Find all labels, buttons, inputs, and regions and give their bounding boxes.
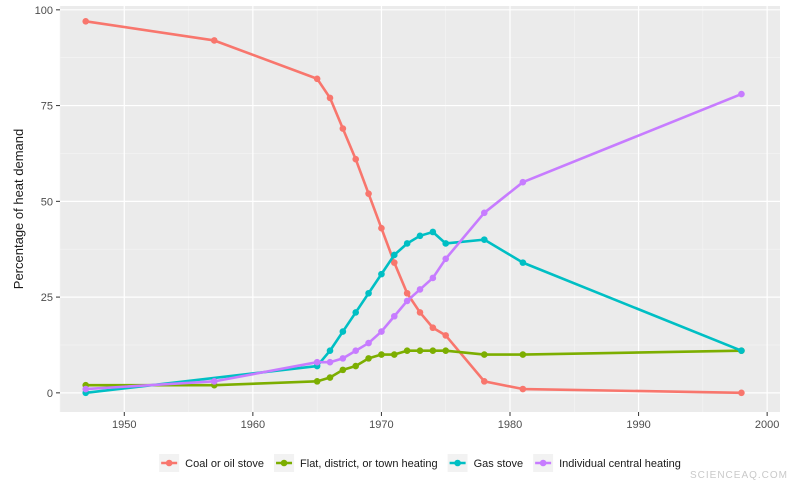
data-point-coal-or-oil-stove (210, 37, 218, 44)
data-point-individual-central-heating (210, 378, 218, 385)
series-line-coal-or-oil-stove (84, 20, 743, 395)
data-point-flat-district-or-town-heating (390, 351, 398, 358)
y-tick-label: 75 (41, 101, 53, 113)
plot-panel (60, 6, 780, 412)
legend-key-point (539, 459, 547, 467)
data-point-gas-stove (738, 347, 745, 355)
data-point-individual-central-heating (378, 328, 385, 335)
data-point-flat-district-or-town-heating (519, 351, 527, 358)
data-point-coal-or-oil-stove (416, 309, 424, 316)
data-point-individual-central-heating (365, 339, 372, 347)
data-point-individual-central-heating (403, 297, 411, 305)
data-point-flat-district-or-town-heating (352, 362, 360, 370)
data-point-coal-or-oil-stove (480, 378, 488, 385)
x-tick-label: 1950 (112, 419, 136, 431)
data-point-flat-district-or-town-heating (365, 355, 372, 362)
series-line-flat-district-or-town-heating (84, 349, 743, 387)
legend-key-point (454, 459, 461, 467)
y-tick-label: 100 (35, 5, 53, 17)
legend-item-flat-district-or-town-heating: Flat, district, or town heating (274, 454, 438, 472)
data-point-individual-central-heating (352, 347, 360, 355)
data-point-flat-district-or-town-heating (416, 347, 424, 355)
data-point-coal-or-oil-stove (442, 332, 450, 339)
y-axis-title: Percentage of heat demand (11, 129, 26, 289)
data-point-gas-stove (378, 270, 385, 278)
axes: 1950 1960 1970 1980 1990 2000 0 25 50 75 100 (35, 5, 780, 431)
data-point-flat-district-or-town-heating (378, 351, 385, 358)
data-point-coal-or-oil-stove (738, 389, 745, 397)
series-layer (82, 18, 745, 397)
data-point-coal-or-oil-stove (390, 259, 398, 266)
data-point-gas-stove (365, 289, 372, 297)
data-point-coal-or-oil-stove (378, 224, 385, 232)
data-point-individual-central-heating (82, 385, 90, 393)
legend-label: Flat, district, or town heating (300, 458, 438, 470)
data-point-coal-or-oil-stove (352, 155, 360, 163)
data-point-individual-central-heating (480, 209, 488, 217)
data-point-flat-district-or-town-heating (339, 366, 347, 374)
data-point-gas-stove (442, 240, 450, 247)
legend-item-coal-or-oil-stove: Coal or oil stove (159, 454, 264, 472)
data-point-individual-central-heating (326, 358, 334, 366)
data-point-individual-central-heating (339, 355, 347, 362)
major-gridlines (60, 6, 780, 412)
data-point-individual-central-heating (313, 358, 321, 366)
data-point-gas-stove (403, 240, 411, 247)
data-point-flat-district-or-town-heating (403, 347, 411, 355)
legend-label: Gas stove (474, 458, 524, 470)
data-point-individual-central-heating (429, 274, 437, 282)
data-point-coal-or-oil-stove (313, 75, 321, 83)
data-point-flat-district-or-town-heating (442, 347, 450, 355)
series-line-individual-central-heating (84, 92, 743, 391)
legend-label: Coal or oil stove (185, 458, 264, 470)
data-point-gas-stove (352, 309, 360, 316)
data-point-individual-central-heating (390, 312, 398, 320)
data-point-individual-central-heating (416, 286, 424, 293)
x-tick-label: 2000 (755, 419, 779, 431)
data-point-gas-stove (339, 328, 347, 335)
y-tick-label: 25 (41, 292, 53, 304)
x-tick-label: 1980 (498, 419, 522, 431)
data-point-gas-stove (429, 228, 437, 236)
legend-label: Individual central heating (559, 458, 681, 470)
data-point-coal-or-oil-stove (429, 324, 437, 332)
legend-item-gas-stove: Gas stove (447, 454, 524, 472)
data-point-gas-stove (480, 236, 488, 243)
data-point-coal-or-oil-stove (403, 289, 411, 297)
data-point-flat-district-or-town-heating (326, 374, 334, 381)
y-tick-label: 50 (41, 196, 53, 208)
data-point-flat-district-or-town-heating (480, 351, 488, 358)
data-point-gas-stove (519, 259, 527, 266)
watermark-text: SCIENCEAQ.COM (690, 470, 788, 481)
legend-item-individual-central-heating: Individual central heating (533, 454, 681, 472)
data-point-coal-or-oil-stove (82, 18, 90, 25)
x-tick-label: 1990 (626, 419, 650, 431)
x-tick-label: 1960 (241, 419, 265, 431)
data-point-individual-central-heating (738, 90, 745, 98)
y-tick-label: 0 (47, 388, 53, 400)
legend-key-point (165, 459, 173, 467)
data-point-individual-central-heating (519, 178, 527, 186)
data-point-coal-or-oil-stove (326, 94, 334, 102)
data-point-coal-or-oil-stove (365, 190, 372, 197)
data-point-coal-or-oil-stove (519, 385, 527, 393)
data-point-flat-district-or-town-heating (429, 347, 437, 355)
data-point-flat-district-or-town-heating (313, 378, 321, 385)
data-point-gas-stove (326, 347, 334, 355)
data-point-coal-or-oil-stove (339, 125, 347, 132)
legend-key-point (280, 459, 288, 467)
legend: Coal or oil stove Flat, district, or town… (159, 454, 681, 472)
data-point-gas-stove (390, 251, 398, 259)
minor-gridlines (59, 6, 780, 412)
data-point-individual-central-heating (442, 255, 450, 263)
data-point-gas-stove (416, 232, 424, 240)
x-tick-label: 1970 (369, 419, 393, 431)
